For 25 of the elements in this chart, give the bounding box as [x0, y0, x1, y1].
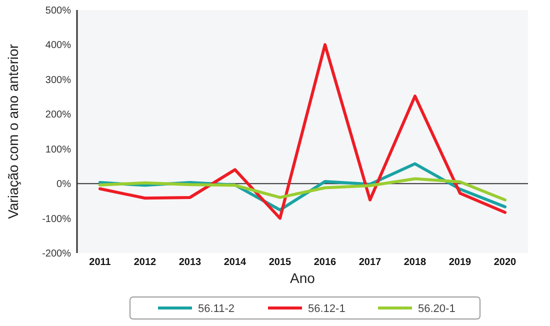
y-tick-label: 200%: [45, 110, 72, 121]
y-tick-label: -200%: [42, 248, 72, 260]
x-tick-label: 2015: [268, 257, 292, 268]
y-tick-label: 300%: [45, 74, 72, 86]
y-tick-label: 100%: [45, 144, 72, 156]
x-axis-title: Ano: [290, 270, 316, 286]
x-tick-label: 2020: [494, 257, 517, 268]
x-tick-label: 2013: [178, 257, 202, 268]
y-tick-label: -100%: [42, 214, 72, 225]
legend-label: 56.11-2: [198, 302, 234, 315]
y-tick-label: 500%: [45, 6, 72, 16]
x-tick-label: 2011: [89, 257, 112, 268]
x-tick-label: 2017: [358, 257, 382, 268]
line-series: [98, 43, 506, 220]
x-tick-label: 2016: [314, 257, 337, 268]
y-tick-label: 400%: [45, 40, 72, 52]
legend-label: 56.12-1: [308, 302, 346, 315]
x-tick-label: 2012: [134, 257, 157, 268]
legend-label: 56.20-1: [418, 302, 456, 315]
y-tick-label: 0%: [56, 179, 72, 190]
x-tick-label: 2019: [448, 257, 472, 268]
x-tick-label: 2014: [224, 257, 247, 268]
line-series: [98, 177, 506, 202]
x-tick-label: 2018: [404, 257, 427, 268]
y-axis-title: Variação com o ano anterior: [5, 44, 21, 219]
